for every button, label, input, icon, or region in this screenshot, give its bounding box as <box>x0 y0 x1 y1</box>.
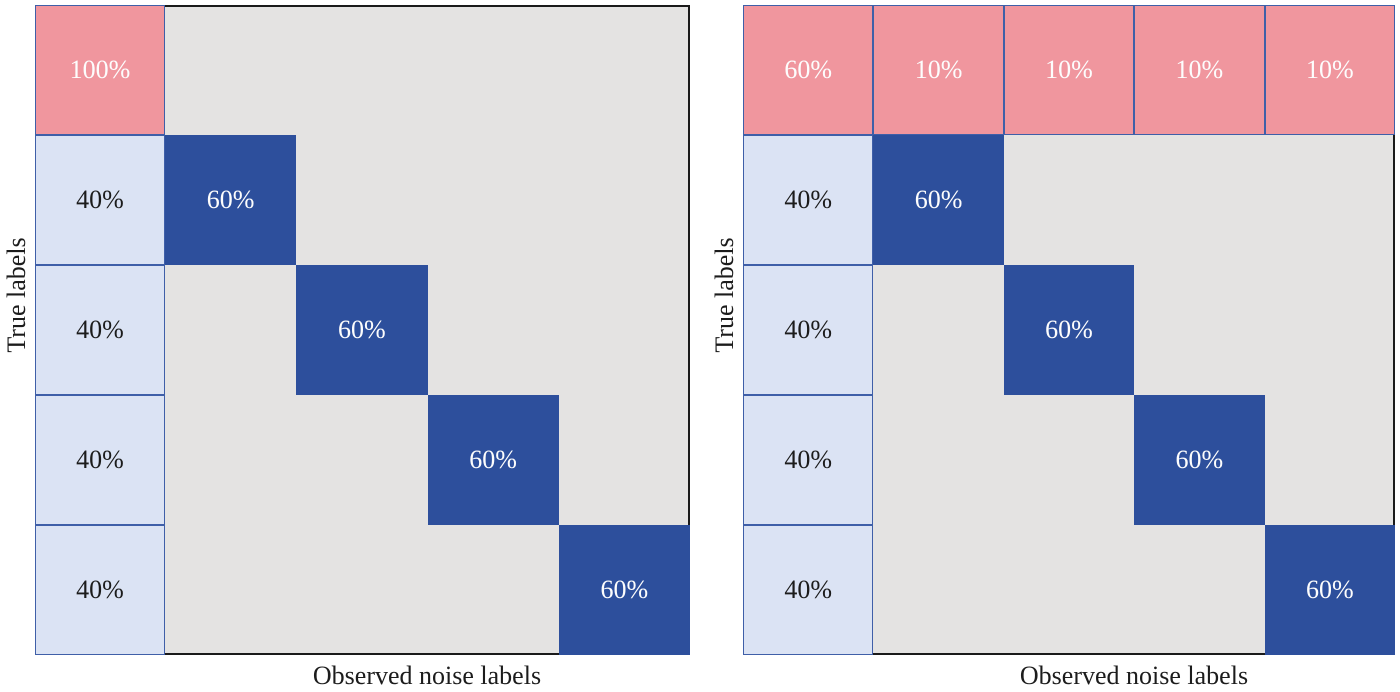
right-diagonal-cell-2: 60% <box>1003 265 1135 395</box>
left-x-axis-label: Observed noise labels <box>312 661 542 690</box>
left-firstcol-cell-3: 40% <box>35 395 165 525</box>
left-y-axis-label: True labels <box>2 237 31 353</box>
right-firstcol-cell-3: 40% <box>743 395 874 525</box>
right-pink-cell-3: 10% <box>1003 5 1135 135</box>
right-firstcol-cell-1: 40% <box>743 135 874 265</box>
right-pink-cell-4: 10% <box>1134 5 1265 135</box>
right-diagonal-cell-1: 60% <box>873 135 1004 265</box>
left-firstcol-cell-1: 40% <box>35 135 165 265</box>
right-pink-cell-1: 60% <box>743 5 874 135</box>
right-diagonal-cell-3: 60% <box>1134 395 1265 525</box>
right-firstcol-cell-4: 40% <box>743 525 874 655</box>
left-firstcol-cell-4: 40% <box>35 525 165 655</box>
left-diagonal-cell-1: 60% <box>165 135 297 265</box>
left-firstcol-cell-2: 40% <box>35 265 165 395</box>
right-noise-matrix: 60% 60% 60% 60% 60% 10% 10% 10% 10% 40% … <box>743 5 1395 655</box>
right-y-axis-label: True labels <box>710 237 739 353</box>
left-diagonal-cell-4: 60% <box>558 525 690 655</box>
left-diagonal-cell-3: 60% <box>427 395 559 525</box>
left-diagonal-cell-2: 60% <box>296 265 428 395</box>
left-noise-matrix: 60% 60% 60% 60% 100% 40% 40% 40% 40% <box>35 5 690 655</box>
right-diagonal-cell-4: 60% <box>1264 525 1395 655</box>
right-pink-cell-5: 10% <box>1264 5 1395 135</box>
left-pink-cell-1: 100% <box>35 5 165 135</box>
right-pink-cell-2: 10% <box>873 5 1004 135</box>
right-firstcol-cell-2: 40% <box>743 265 874 395</box>
right-x-axis-label: Observed noise labels <box>1019 661 1249 690</box>
